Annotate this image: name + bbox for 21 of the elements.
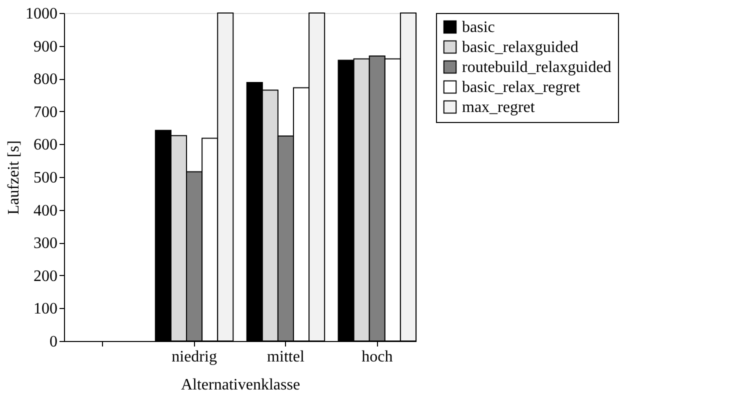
x-tick-label: niedrig (172, 348, 217, 366)
y-tick-label: 600 (34, 136, 58, 154)
y-tick-label: 1000 (26, 6, 58, 22)
y-tick-label: 400 (34, 202, 58, 220)
y-tick-label: 900 (34, 38, 58, 56)
y-tick-label: 0 (50, 334, 58, 350)
x-tick-label: mittel (267, 348, 305, 366)
legend-label: basic_relax_regret (462, 79, 581, 96)
y-axis-title: Laufzeit [s] (6, 140, 22, 215)
legend-label: max_regret (462, 99, 536, 116)
y-tick-label: 500 (34, 170, 58, 186)
legend-label: routebuild_relaxguided (462, 59, 612, 76)
x-axis-title: Alternativenklasse (180, 376, 300, 394)
y-tick-label: 100 (34, 300, 58, 318)
y-tick-label: 800 (34, 71, 58, 88)
legend-label: basic_relaxguided (462, 39, 578, 56)
y-tick-label: 300 (34, 235, 58, 252)
legend-label: basic (462, 19, 495, 36)
y-tick-label: 700 (34, 104, 58, 121)
x-tick-label: hoch (362, 348, 393, 366)
y-tick-label: 200 (34, 268, 58, 285)
